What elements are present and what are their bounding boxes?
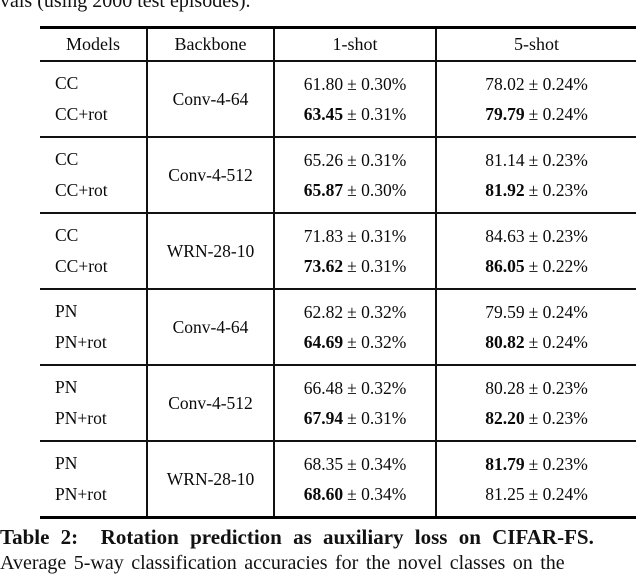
accuracy-value: 65.87 ± 0.30% — [303, 179, 407, 200]
one-shot-cell: 65.26 ± 0.31% 65.87 ± 0.30% — [275, 138, 437, 212]
accuracy-value: 66.48 ± 0.32% — [303, 377, 407, 398]
models-cell: PN PN+rot — [40, 442, 148, 516]
five-shot-cell: 78.02 ± 0.24% 79.79 ± 0.24% — [437, 62, 636, 136]
header-cell-1shot: 1-shot — [275, 29, 437, 60]
accuracy-value: 79.59 ± 0.24% — [485, 301, 588, 322]
table-group: CC CC+rot Conv-4-64 61.80 ± 0.30% 63.45 ± … — [40, 62, 636, 138]
one-shot-cell: 62.82 ± 0.32% 64.69 ± 0.32% — [275, 290, 437, 364]
model-label: PN+rot — [55, 484, 107, 504]
models-cell: CC CC+rot — [40, 214, 148, 288]
table-caption-title: Table 2: Rotation prediction as auxiliar… — [0, 525, 594, 549]
accuracy-value: 61.80 ± 0.30% — [303, 73, 407, 94]
table-group: PN PN+rot Conv-4-64 62.82 ± 0.32% 64.69 ± … — [40, 290, 636, 366]
model-label: CC+rot — [55, 256, 108, 276]
models-cell: CC CC+rot — [40, 62, 148, 136]
table-header-row: Models Backbone 1-shot 5-shot — [40, 29, 636, 62]
header-cell-5shot: 5-shot — [514, 34, 559, 54]
accuracy-value: 81.92 ± 0.23% — [485, 179, 588, 200]
accuracy-value: 82.20 ± 0.23% — [485, 407, 588, 428]
backbone-cell: Conv-4-512 — [148, 138, 275, 212]
backbone-cell: Conv-4-512 — [148, 366, 275, 440]
models-cell: PN PN+rot — [40, 290, 148, 364]
models-cell: CC CC+rot — [40, 138, 148, 212]
model-label: PN+rot — [55, 332, 107, 352]
accuracy-value: 86.05 ± 0.22% — [485, 255, 588, 276]
top-cut-text: vals (using 2000 test episodes). — [0, 0, 251, 12]
accuracy-value: 67.94 ± 0.31% — [303, 407, 407, 428]
backbone-label: Conv-4-64 — [172, 88, 249, 109]
accuracy-value: 73.62 ± 0.31% — [303, 255, 407, 276]
one-shot-cell: 68.35 ± 0.34% 68.60 ± 0.34% — [275, 442, 437, 516]
backbone-cell: WRN-28-10 — [148, 214, 275, 288]
backbone-cell: Conv-4-64 — [148, 290, 275, 364]
accuracy-value: 68.35 ± 0.34% — [303, 453, 407, 474]
accuracy-value: 78.02 ± 0.24% — [485, 73, 588, 94]
model-label: PN+rot — [55, 408, 107, 428]
backbone-label: Conv-4-64 — [172, 316, 249, 337]
results-table: Models Backbone 1-shot 5-shot CC CC+rot … — [40, 26, 636, 519]
accuracy-value: 81.25 ± 0.24% — [485, 483, 588, 504]
five-shot-cell: 79.59 ± 0.24% 80.82 ± 0.24% — [437, 290, 636, 364]
model-label: CC+rot — [55, 180, 108, 200]
backbone-label: WRN-28-10 — [166, 240, 255, 261]
model-label: CC — [55, 149, 79, 169]
table-group: PN PN+rot Conv-4-512 66.48 ± 0.32% 67.94 ±… — [40, 366, 636, 442]
accuracy-value: 68.60 ± 0.34% — [303, 483, 407, 504]
five-shot-cell: 81.79 ± 0.23% 81.25 ± 0.24% — [437, 442, 636, 516]
accuracy-value: 79.79 ± 0.24% — [485, 103, 588, 124]
accuracy-value: 81.14 ± 0.23% — [485, 149, 588, 170]
backbone-label: Conv-4-512 — [168, 164, 253, 185]
accuracy-value: 80.28 ± 0.23% — [485, 377, 588, 398]
model-label: CC — [55, 225, 79, 245]
accuracy-value: 84.63 ± 0.23% — [485, 225, 588, 246]
one-shot-cell: 71.83 ± 0.31% 73.62 ± 0.31% — [275, 214, 437, 288]
table-group: PN PN+rot WRN-28-10 68.35 ± 0.34% 68.60 ± … — [40, 442, 636, 519]
five-shot-cell: 80.28 ± 0.23% 82.20 ± 0.23% — [437, 366, 636, 440]
five-shot-cell: 84.63 ± 0.23% 86.05 ± 0.22% — [437, 214, 636, 288]
accuracy-value: 62.82 ± 0.32% — [303, 301, 407, 322]
models-cell: PN PN+rot — [40, 366, 148, 440]
backbone-cell: WRN-28-10 — [148, 442, 275, 516]
model-label: CC+rot — [55, 104, 108, 124]
one-shot-cell: 66.48 ± 0.32% 67.94 ± 0.31% — [275, 366, 437, 440]
backbone-label: WRN-28-10 — [166, 468, 255, 489]
table-caption-body: Average 5-way classification accuracies … — [0, 552, 565, 574]
backbone-cell: Conv-4-64 — [148, 62, 275, 136]
table-group: CC CC+rot WRN-28-10 71.83 ± 0.31% 73.62 ± … — [40, 214, 636, 290]
header-cell-backbone: Backbone — [148, 29, 275, 60]
backbone-label: Conv-4-512 — [168, 392, 253, 413]
table-group: CC CC+rot Conv-4-512 65.26 ± 0.31% 65.87 ±… — [40, 138, 636, 214]
model-label: PN — [55, 377, 78, 397]
accuracy-value: 81.79 ± 0.23% — [485, 453, 588, 474]
one-shot-cell: 61.80 ± 0.30% 63.45 ± 0.31% — [275, 62, 437, 136]
accuracy-value: 71.83 ± 0.31% — [303, 225, 407, 246]
five-shot-cell: 81.14 ± 0.23% 81.92 ± 0.23% — [437, 138, 636, 212]
model-label: CC — [55, 73, 79, 93]
accuracy-value: 80.82 ± 0.24% — [485, 331, 588, 352]
accuracy-value: 64.69 ± 0.32% — [303, 331, 407, 352]
header-cell-models: Models — [40, 29, 148, 60]
accuracy-value: 63.45 ± 0.31% — [303, 103, 407, 124]
model-label: PN — [55, 301, 78, 321]
model-label: PN — [55, 453, 78, 473]
accuracy-value: 65.26 ± 0.31% — [303, 149, 407, 170]
